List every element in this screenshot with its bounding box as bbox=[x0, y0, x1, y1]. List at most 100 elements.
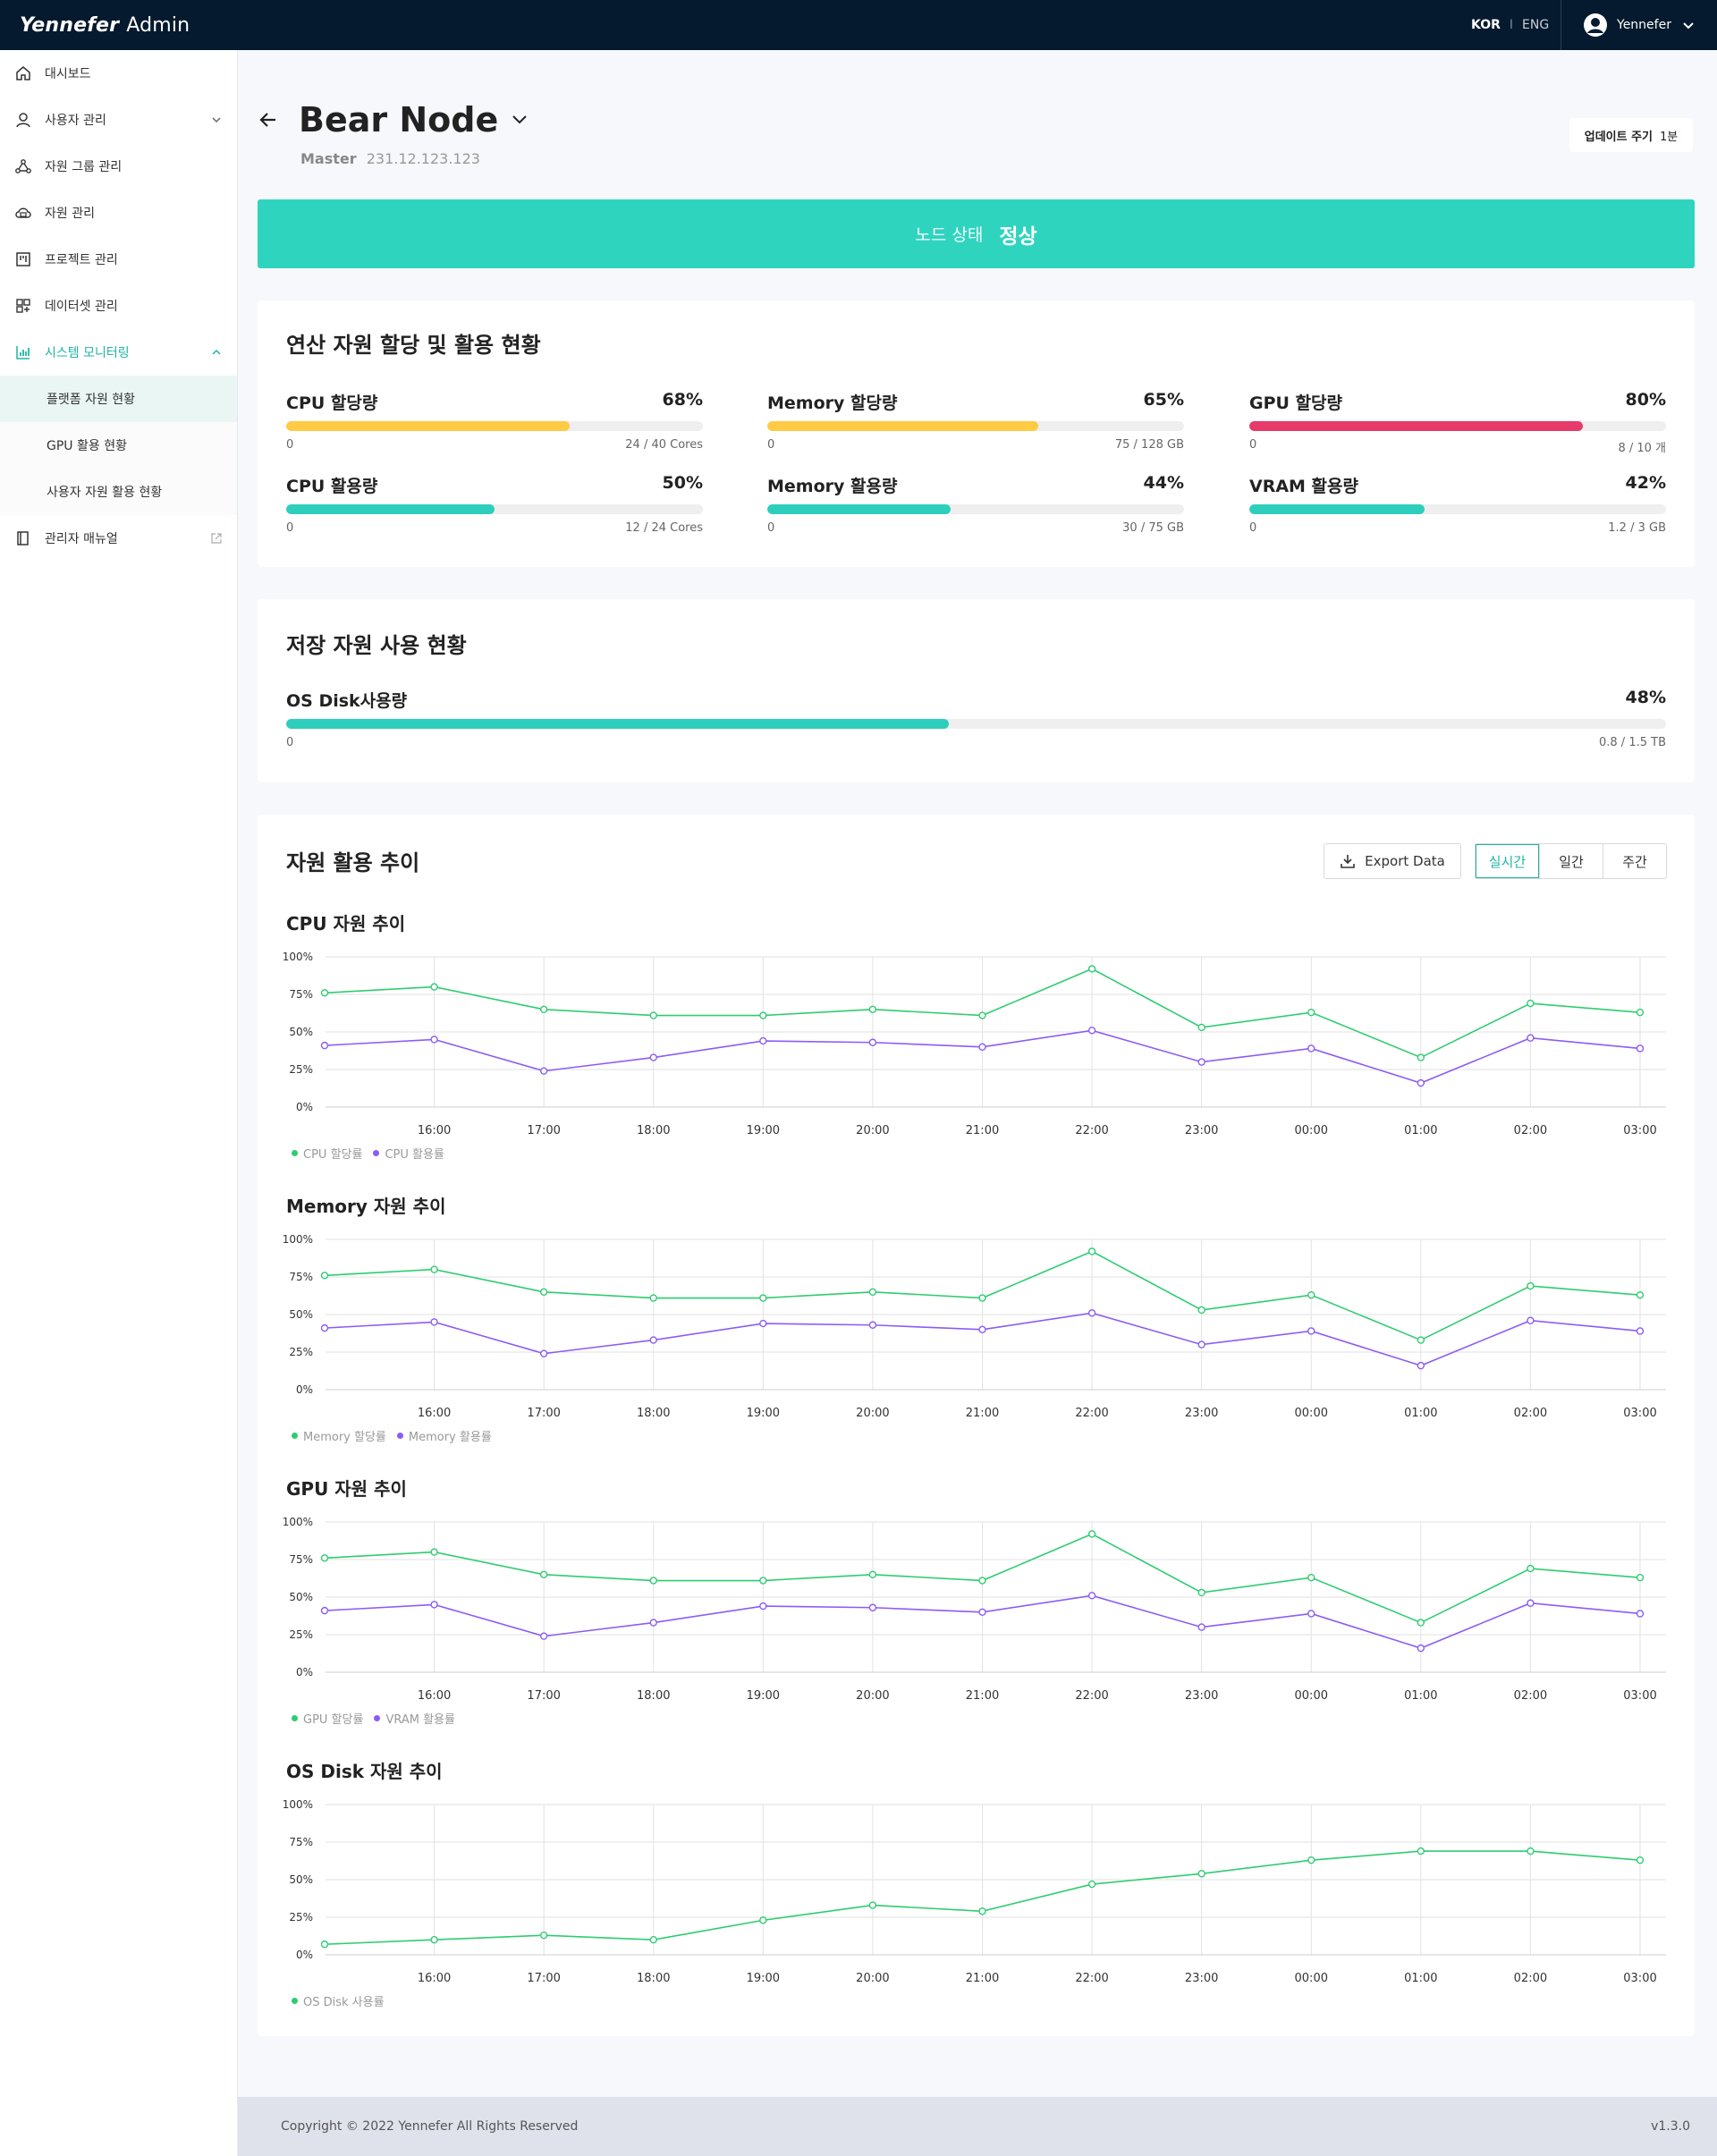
x-tick-label: 17:00 bbox=[527, 1124, 560, 1137]
metric-memory-usage: Memory 활용량 44% 0 30 / 75 GB bbox=[767, 473, 1184, 545]
data-point bbox=[539, 1632, 548, 1640]
legend-entry[interactable]: CPU 할당률 bbox=[292, 1145, 362, 1162]
legend-entry[interactable]: VRAM 활용률 bbox=[374, 1710, 455, 1727]
x-tick-label: 22:00 bbox=[1075, 1689, 1108, 1703]
cpu-chart-title: CPU 자원 추이 bbox=[286, 913, 406, 934]
legend-dot bbox=[292, 1998, 298, 2004]
range-weekly[interactable]: 주간 bbox=[1603, 844, 1666, 878]
sidebar-item-admin-manual[interactable]: 관리자 매뉴얼 bbox=[0, 515, 237, 562]
x-tick-label: 22:00 bbox=[1075, 1124, 1108, 1137]
node-status-value: 정상 bbox=[999, 224, 1037, 249]
data-point bbox=[1636, 1290, 1645, 1299]
legend-entry[interactable]: OS Disk 사용률 bbox=[292, 1992, 385, 2009]
data-point bbox=[1197, 1870, 1205, 1878]
metric-percent: 68% bbox=[662, 390, 703, 410]
sidebar-item-label: 자원 그룹 관리 bbox=[45, 160, 123, 174]
x-tick-label: 16:00 bbox=[418, 1407, 451, 1420]
data-point bbox=[1527, 1281, 1535, 1290]
metric-percent: 48% bbox=[1625, 688, 1666, 707]
sidebar-subitem-gpu-usage[interactable]: GPU 활용 현황 bbox=[0, 422, 237, 469]
sidebar-item-resources[interactable]: 자원 관리 bbox=[0, 190, 237, 236]
lang-eng[interactable]: ENG bbox=[1522, 18, 1550, 32]
legend-entry[interactable]: GPU 할당률 bbox=[292, 1710, 363, 1727]
data-point bbox=[1636, 1573, 1645, 1582]
sidebar-item-label: 자원 관리 bbox=[45, 207, 95, 221]
chevron-down-icon bbox=[212, 117, 221, 123]
x-tick-label: 20:00 bbox=[856, 1124, 889, 1137]
lang-kor[interactable]: KOR bbox=[1471, 18, 1501, 32]
metric-min: 0 bbox=[286, 438, 294, 452]
metric-cpu-allocation: CPU 할당량 68% 0 24 / 40 Cores bbox=[286, 390, 703, 461]
x-tick-label: 01:00 bbox=[1404, 1972, 1437, 1985]
user-menu[interactable]: Yennefer bbox=[1583, 0, 1695, 50]
legend-label: VRAM 활용률 bbox=[385, 1713, 455, 1727]
os-disk-chart-legend: OS Disk 사용률 bbox=[292, 1992, 395, 2009]
x-tick-label: 20:00 bbox=[856, 1689, 889, 1703]
legend-dot bbox=[292, 1433, 298, 1439]
x-tick-label: 18:00 bbox=[637, 1972, 670, 1985]
data-point bbox=[1417, 1078, 1425, 1087]
top-bar: Yennefer Admin KOR I ENG Yennefer bbox=[0, 0, 1717, 50]
sidebar-item-system-monitoring[interactable]: 시스템 모니터링 bbox=[0, 329, 237, 376]
data-point bbox=[1417, 1361, 1425, 1370]
sidebar-subitem-user-resources[interactable]: 사용자 자원 활용 현황 bbox=[0, 469, 237, 515]
data-point bbox=[539, 1931, 548, 1940]
sidebar-item-label: 데이터셋 관리 bbox=[45, 300, 118, 314]
data-point bbox=[1527, 999, 1535, 1008]
sidebar-item-dashboard[interactable]: 대시보드 bbox=[0, 50, 237, 97]
metric-amount: 75 / 128 GB bbox=[1114, 438, 1184, 452]
legend-entry[interactable]: CPU 활용률 bbox=[373, 1145, 444, 1162]
x-tick-label: 17:00 bbox=[527, 1407, 560, 1420]
sidebar-subitem-platform-resources[interactable]: 플랫폼 자원 현황 bbox=[0, 376, 237, 422]
legend-entry[interactable]: Memory 할당률 bbox=[292, 1427, 386, 1444]
data-point bbox=[1307, 1573, 1315, 1582]
node-select-chevron-icon[interactable] bbox=[509, 109, 530, 131]
x-tick-label: 00:00 bbox=[1295, 1972, 1328, 1985]
download-icon bbox=[1341, 855, 1355, 868]
sidebar-item-users[interactable]: 사용자 관리 bbox=[0, 97, 237, 143]
data-point bbox=[320, 1041, 329, 1050]
data-point bbox=[1527, 1564, 1535, 1573]
range-realtime[interactable]: 실시간 bbox=[1476, 844, 1539, 878]
data-point bbox=[1417, 1336, 1425, 1344]
back-arrow-icon[interactable] bbox=[258, 109, 279, 131]
page-header: Bear Node bbox=[258, 100, 530, 140]
sidebar-item-projects[interactable]: 프로젝트 관리 bbox=[0, 236, 237, 283]
sidebar-item-resource-groups[interactable]: 자원 그룹 관리 bbox=[0, 143, 237, 190]
data-point bbox=[649, 1577, 657, 1585]
data-point bbox=[978, 1608, 986, 1617]
node-subtitle: Master 231.12.123.123 bbox=[300, 150, 480, 167]
x-tick-label: 18:00 bbox=[637, 1124, 670, 1137]
update-interval[interactable]: 업데이트 주기 1분 bbox=[1569, 118, 1693, 152]
sidebar-item-label: 관리자 매뉴얼 bbox=[45, 532, 118, 546]
data-point bbox=[1087, 965, 1096, 973]
legend-entry[interactable]: Memory 활용률 bbox=[396, 1427, 492, 1444]
data-point bbox=[868, 1038, 877, 1046]
y-tick-label: 75% bbox=[289, 988, 313, 1001]
data-point bbox=[430, 1265, 438, 1273]
data-point bbox=[868, 1570, 877, 1579]
data-point bbox=[1417, 1644, 1425, 1653]
progress-fill bbox=[286, 504, 495, 514]
data-point bbox=[1636, 1008, 1645, 1017]
export-data-button[interactable]: Export Data bbox=[1324, 843, 1461, 879]
range-daily[interactable]: 일간 bbox=[1539, 844, 1603, 878]
data-point bbox=[868, 1603, 877, 1611]
project-icon bbox=[14, 250, 32, 268]
time-range-selector: 실시간 일간 주간 bbox=[1475, 843, 1667, 879]
data-point bbox=[649, 1619, 657, 1627]
x-tick-label: 21:00 bbox=[966, 1972, 999, 1985]
x-tick-label: 23:00 bbox=[1185, 1124, 1218, 1137]
trend-card-title: 자원 활용 추이 bbox=[286, 850, 420, 875]
cpu-trend-chart: 100% 75% 50% 25% 0% 16:00 17:00 18:00 19:00 20:00… bbox=[283, 951, 1666, 1137]
legend-label: OS Disk 사용률 bbox=[303, 1996, 385, 2009]
progress-track bbox=[286, 719, 1666, 729]
metric-amount: 24 / 40 Cores bbox=[625, 438, 703, 452]
brand-logo[interactable]: Yennefer Admin bbox=[20, 14, 190, 37]
sidebar-item-datasets[interactable]: 데이터셋 관리 bbox=[0, 283, 237, 329]
x-tick-label: 01:00 bbox=[1404, 1124, 1437, 1137]
data-point bbox=[649, 1294, 657, 1302]
memory-chart-title: Memory 자원 추이 bbox=[286, 1196, 446, 1217]
data-point bbox=[1307, 1327, 1315, 1335]
data-point bbox=[649, 1336, 657, 1344]
